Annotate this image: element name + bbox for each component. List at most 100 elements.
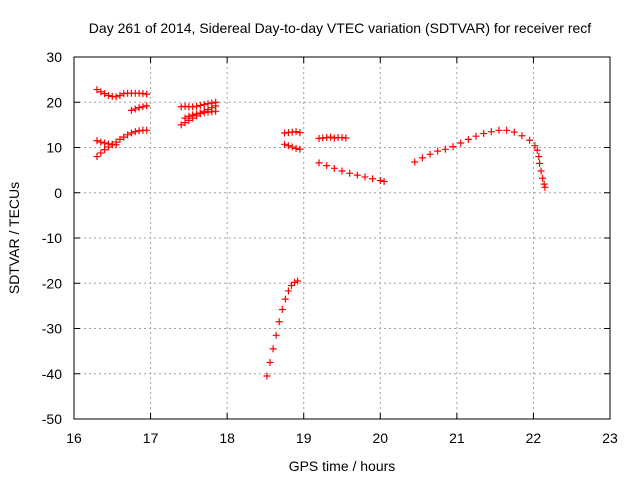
series-arc-13 bbox=[411, 126, 549, 191]
series-arc-11 bbox=[315, 133, 350, 142]
data-point bbox=[503, 126, 511, 134]
data-point bbox=[330, 164, 338, 172]
series-arc-10 bbox=[263, 277, 302, 380]
data-point bbox=[135, 104, 143, 112]
data-point bbox=[116, 91, 124, 99]
data-point bbox=[104, 143, 112, 151]
data-point bbox=[116, 135, 124, 143]
data-point bbox=[418, 154, 426, 162]
series-arc-12 bbox=[315, 159, 388, 185]
y-tick-label: -50 bbox=[42, 411, 62, 427]
data-point bbox=[131, 128, 139, 136]
x-tick-label: 19 bbox=[296, 430, 312, 446]
data-point bbox=[535, 153, 543, 161]
grid bbox=[74, 57, 610, 419]
data-point bbox=[338, 167, 346, 175]
data-point bbox=[411, 158, 419, 166]
series-arc-9 bbox=[281, 140, 304, 153]
data-point bbox=[124, 131, 132, 139]
data-point bbox=[112, 138, 120, 146]
data-point bbox=[284, 142, 292, 150]
x-tick-label: 23 bbox=[602, 430, 618, 446]
data-point bbox=[346, 169, 354, 177]
x-axis-label: GPS time / hours bbox=[289, 458, 396, 474]
y-tick-label: -10 bbox=[42, 230, 62, 246]
data-point bbox=[127, 106, 135, 114]
data-point bbox=[143, 102, 151, 110]
data-point bbox=[269, 345, 277, 353]
data-point bbox=[97, 88, 105, 96]
data-point bbox=[120, 133, 128, 141]
y-tick-label: 20 bbox=[46, 94, 62, 110]
data-point bbox=[93, 86, 101, 94]
data-point bbox=[540, 180, 548, 188]
x-tick-label: 22 bbox=[526, 430, 542, 446]
data-point bbox=[361, 173, 369, 181]
data-point bbox=[510, 128, 518, 136]
data-point bbox=[263, 372, 271, 380]
series-arc-8 bbox=[281, 128, 304, 137]
data-point bbox=[426, 150, 434, 158]
series-arc-4 bbox=[127, 102, 151, 114]
data-point bbox=[327, 133, 335, 141]
data-point bbox=[541, 183, 549, 191]
data-point bbox=[200, 101, 208, 109]
y-tick-label: -20 bbox=[42, 275, 62, 291]
data-point bbox=[342, 134, 350, 142]
data-point bbox=[93, 137, 101, 145]
data-point bbox=[536, 159, 544, 167]
data-point bbox=[376, 177, 384, 185]
data-point bbox=[101, 139, 109, 147]
data-points bbox=[93, 86, 549, 380]
data-point bbox=[526, 136, 534, 144]
data-point bbox=[97, 149, 105, 157]
data-point bbox=[131, 105, 139, 113]
data-point bbox=[288, 143, 296, 151]
series-arc-5 bbox=[177, 98, 220, 111]
data-point bbox=[537, 167, 545, 175]
data-point bbox=[518, 132, 526, 140]
data-point bbox=[181, 114, 189, 122]
data-point bbox=[531, 142, 539, 150]
x-tick-label: 16 bbox=[66, 430, 82, 446]
data-point bbox=[287, 282, 295, 290]
data-point bbox=[278, 305, 286, 313]
data-point bbox=[143, 90, 151, 98]
y-axis-label: SDTVAR / TECUs bbox=[6, 182, 22, 294]
data-point bbox=[112, 93, 120, 101]
data-point bbox=[108, 140, 116, 148]
x-tick-label: 17 bbox=[143, 430, 159, 446]
y-tick-label: -30 bbox=[42, 321, 62, 337]
data-point bbox=[143, 126, 151, 134]
data-point bbox=[177, 121, 185, 129]
data-point bbox=[457, 139, 465, 147]
x-tick-label: 18 bbox=[219, 430, 235, 446]
data-point bbox=[294, 277, 302, 285]
y-tick-labels: -50 -40 -30 -20 -10 0 10 20 30 bbox=[42, 49, 62, 427]
series-arc-3 bbox=[93, 126, 151, 161]
x-tick-labels: 16 17 18 19 20 21 22 23 bbox=[66, 430, 618, 446]
y-tick-label: 0 bbox=[54, 185, 62, 201]
data-point bbox=[449, 143, 457, 151]
axis-ticks bbox=[73, 56, 611, 420]
data-point bbox=[266, 358, 274, 366]
data-point bbox=[281, 295, 289, 303]
data-point bbox=[275, 318, 283, 326]
data-point bbox=[353, 171, 361, 179]
data-point bbox=[101, 90, 109, 98]
data-point bbox=[101, 146, 109, 154]
data-point bbox=[472, 132, 480, 140]
data-point bbox=[369, 175, 377, 183]
data-point bbox=[127, 129, 135, 137]
data-point bbox=[104, 91, 112, 99]
data-point bbox=[272, 331, 280, 339]
data-point bbox=[441, 145, 449, 153]
data-point bbox=[193, 110, 201, 118]
data-point bbox=[315, 159, 323, 167]
data-point bbox=[284, 287, 292, 295]
data-point bbox=[196, 101, 204, 109]
data-point bbox=[93, 153, 101, 161]
data-point bbox=[97, 138, 105, 146]
data-point bbox=[189, 111, 197, 119]
